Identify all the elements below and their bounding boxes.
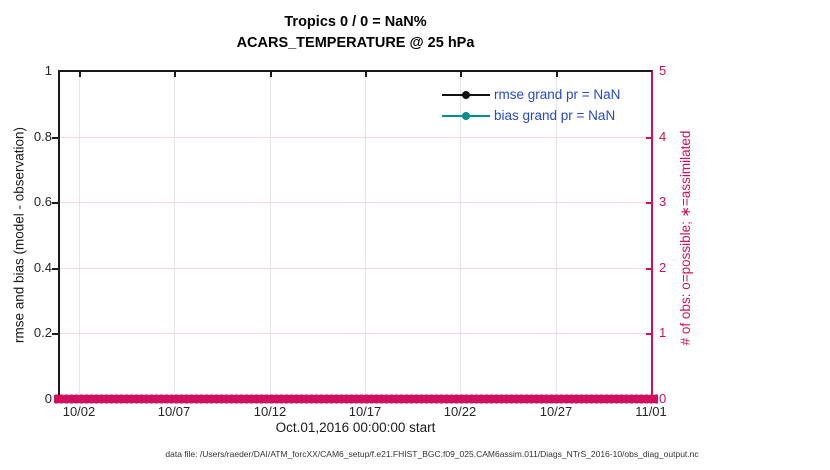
gridline-horizontal <box>60 333 651 334</box>
gridline-horizontal <box>60 268 651 269</box>
axis-tick <box>646 333 651 335</box>
left-y-tick-label: 0.8 <box>33 129 52 144</box>
legend: rmse grand pr = NaN bias grand pr = NaN <box>442 84 620 126</box>
right-y-tick-label: 3 <box>659 194 667 209</box>
x-tick-label: 10/27 <box>539 404 573 419</box>
bias-line-marker-icon <box>442 105 490 126</box>
legend-label-bias: bias grand pr = NaN <box>494 108 616 123</box>
left-y-axis-label: rmse and bias (model - observation) <box>11 126 27 344</box>
axis-tick <box>52 333 58 335</box>
axis-tick <box>174 72 176 77</box>
gridline-horizontal <box>60 137 651 138</box>
left-y-tick-label: 0.6 <box>33 194 52 209</box>
axis-tick <box>52 202 58 204</box>
gridline-horizontal <box>60 202 651 203</box>
right-y-tick-label: 0 <box>659 391 667 406</box>
right-y-tick-label: 4 <box>659 129 667 144</box>
left-y-tick-label: 1 <box>44 63 52 78</box>
axis-tick <box>460 72 462 77</box>
axis-tick <box>646 202 651 204</box>
chart-title: Tropics 0 / 0 = NaN% <box>284 14 427 30</box>
left-y-tick-label: 0 <box>44 391 52 406</box>
axis-tick <box>52 137 58 139</box>
chart-subtitle: ACARS_TEMPERATURE @ 25 hPa <box>236 35 475 51</box>
gridline-vertical <box>174 72 175 398</box>
x-axis-label: Oct.01,2016 00:00:00 start <box>275 420 436 435</box>
x-tick-label: 10/17 <box>348 404 382 419</box>
rmse-line-marker-icon <box>442 84 490 105</box>
axis-tick <box>270 72 272 77</box>
right-y-tick-label: 1 <box>659 325 667 340</box>
right-y-axis-label: # of obs: o=possible; ∗=assimilated <box>678 130 693 346</box>
x-tick-label: 10/07 <box>157 404 191 419</box>
x-tick-label: 10/12 <box>253 404 287 419</box>
gridline-vertical <box>79 72 80 398</box>
legend-label-rmse: rmse grand pr = NaN <box>494 87 621 102</box>
left-y-tick-label: 0.2 <box>33 325 52 340</box>
x-tick-label: 10/22 <box>443 404 477 419</box>
axis-tick <box>365 72 367 77</box>
data-file-path: data file: /Users/raeder/DAI/ATM_forcXX/… <box>165 449 699 459</box>
x-tick-label: 10/02 <box>62 404 96 419</box>
x-tick-label: 11/01 <box>635 404 667 419</box>
gridline-vertical <box>270 72 271 398</box>
right-y-tick-label: 2 <box>659 260 667 275</box>
axis-tick <box>79 72 81 77</box>
legend-item-bias: bias grand pr = NaN <box>442 105 620 126</box>
legend-item-rmse: rmse grand pr = NaN <box>442 84 620 105</box>
gridline-vertical <box>460 72 461 398</box>
gridline-vertical <box>365 72 366 398</box>
axis-tick <box>646 268 651 270</box>
right-y-tick-label: 5 <box>659 63 667 78</box>
chart-title-block: Tropics 0 / 0 = NaN% ACARS_TEMPERATURE @… <box>58 12 653 54</box>
obs-count-marker-band <box>54 393 658 405</box>
axis-tick <box>646 137 651 139</box>
axis-tick <box>52 268 58 270</box>
left-y-tick-label: 0.4 <box>33 260 52 275</box>
plot-area: rmse grand pr = NaN bias grand pr = NaN <box>52 70 658 405</box>
axis-tick <box>556 72 558 77</box>
gridline-vertical <box>556 72 557 398</box>
